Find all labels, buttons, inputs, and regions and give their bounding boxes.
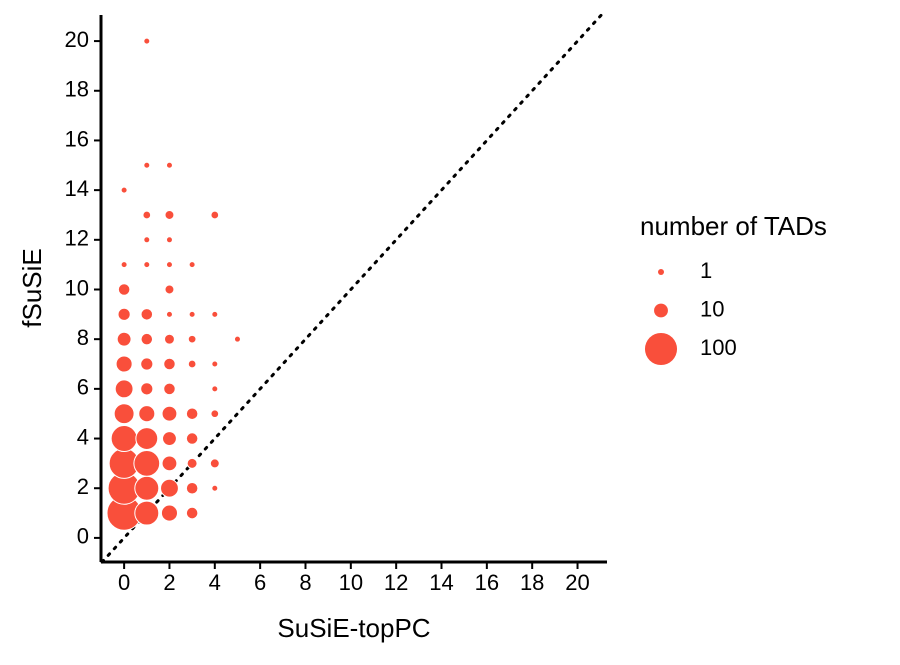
x-tick-label: 4 (209, 570, 221, 595)
y-tick-label: 0 (77, 524, 89, 549)
bubble (185, 506, 199, 520)
x-tick-label: 16 (475, 570, 499, 595)
bubble (163, 382, 176, 396)
bubble (187, 359, 197, 369)
y-tick-label: 16 (65, 126, 89, 151)
bubble (162, 431, 177, 446)
bubble (134, 500, 160, 526)
y-tick-label: 8 (77, 325, 89, 350)
y-tick-label: 20 (65, 27, 89, 52)
bubble (233, 335, 241, 343)
bubble (120, 261, 128, 269)
x-tick-label: 8 (299, 570, 311, 595)
y-tick-label: 18 (65, 77, 89, 102)
bubble (165, 161, 173, 169)
y-tick-label: 10 (65, 275, 89, 300)
legend-bubble (654, 303, 668, 318)
x-tick-label: 0 (118, 570, 130, 595)
bubble (185, 432, 199, 445)
bubble (117, 307, 131, 321)
bubble (165, 261, 173, 269)
x-tick-label: 12 (384, 570, 408, 595)
legend-bubble (644, 332, 678, 366)
bubble (140, 357, 154, 371)
x-tick-label: 14 (429, 570, 453, 595)
bubble (211, 360, 219, 368)
bubble (211, 484, 219, 492)
bubble (187, 334, 197, 344)
x-tick-label: 20 (565, 570, 589, 595)
y-tick-label: 14 (65, 176, 89, 201)
legend-label: 10 (700, 296, 724, 321)
bubble (185, 481, 199, 495)
bubble (113, 403, 135, 425)
bubble (209, 458, 220, 469)
y-tick-label: 4 (77, 424, 89, 449)
x-tick-label: 2 (163, 570, 175, 595)
bubble (160, 504, 179, 522)
bubble (210, 409, 220, 419)
bubble (164, 284, 175, 295)
bubble (211, 385, 219, 393)
bubble (163, 357, 176, 371)
legend-label: 1 (700, 258, 712, 283)
x-axis-title: SuSiE-topPC (277, 613, 430, 643)
bubble (160, 478, 179, 498)
bubble (138, 405, 156, 423)
y-tick-label: 12 (65, 226, 89, 251)
bubble (142, 210, 152, 220)
bubble (133, 449, 161, 477)
bubble (165, 310, 173, 318)
bubble (188, 310, 196, 318)
x-tick-label: 10 (339, 570, 363, 595)
bubble (161, 455, 178, 472)
bubble (117, 283, 131, 296)
bubble (188, 261, 196, 269)
x-tick-label: 18 (520, 570, 544, 595)
bubble (143, 37, 151, 45)
bubble (161, 405, 178, 422)
bubble (185, 407, 199, 420)
bubble (140, 382, 154, 396)
x-tick-label: 6 (254, 570, 266, 595)
reference-line (100, 13, 603, 564)
bubble (163, 333, 175, 345)
bubble (143, 161, 151, 169)
bubble (140, 308, 154, 321)
bubble (143, 236, 151, 244)
y-tick-label: 2 (77, 474, 89, 499)
bubble (211, 310, 219, 318)
bubble (135, 427, 159, 450)
bubble (134, 475, 160, 501)
bubble (143, 261, 151, 269)
bubble (210, 210, 220, 220)
bubble (114, 379, 134, 399)
bubble (110, 425, 138, 453)
legend-label: 100 (700, 335, 737, 360)
bubble (165, 236, 173, 244)
y-tick-label: 6 (77, 375, 89, 400)
bubble (115, 355, 133, 373)
legend-bubble (658, 269, 664, 275)
bubble (164, 209, 175, 220)
legend-title: number of TADs (640, 211, 827, 241)
bubble (186, 457, 198, 469)
bubble (140, 332, 154, 346)
y-axis-title: fSuSiE (17, 248, 47, 328)
bubble (116, 331, 132, 347)
bubble (120, 186, 128, 194)
